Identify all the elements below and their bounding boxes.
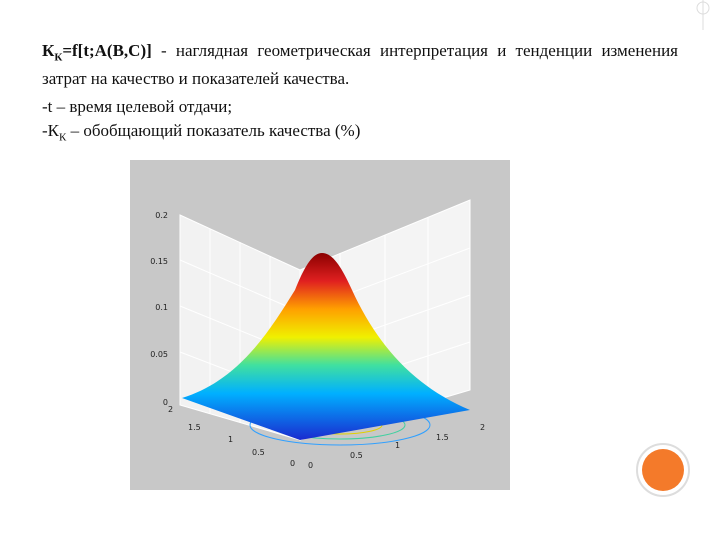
- left-tick-label: 1.5: [188, 423, 201, 432]
- heading-text: - наглядная геометрическая интерпретация…: [42, 41, 678, 89]
- right-tick-label: 2: [480, 423, 485, 432]
- symbol: К: [42, 41, 55, 60]
- z-tick-label: 0: [163, 398, 168, 407]
- heading: КК=f[t;A(B,C)] - наглядная геометрическа…: [42, 40, 678, 90]
- bullet-text: – обобщающий показатель качества (%): [66, 121, 361, 140]
- formula: =f[t;A(B,C)]: [62, 41, 152, 60]
- bullet: -t – время целевой отдачи;: [42, 96, 232, 118]
- left-tick-label: 2: [168, 405, 173, 414]
- bullet: -КК – обобщающий показатель качества (%): [42, 120, 360, 148]
- surface: [182, 253, 470, 440]
- z-tick-label: 0.2: [155, 211, 168, 220]
- z-tick-label: 0.15: [150, 257, 168, 266]
- left-tick-label: 0.5: [252, 448, 265, 457]
- z-tick-label: 0.1: [155, 303, 168, 312]
- z-tick-label: 0.05: [150, 350, 168, 359]
- decoration: [636, 0, 710, 497]
- right-tick-label: 1.5: [436, 433, 449, 442]
- bullet-prefix: -К: [42, 121, 59, 140]
- right-tick-label: 0.5: [350, 451, 363, 460]
- right-tick-label: 0: [308, 461, 313, 470]
- ticks: 0.2 0.15 0.1 0.05 0 2 1.5 1 0.5 0 0 0.5 …: [150, 211, 485, 470]
- left-tick-label: 0: [290, 459, 295, 468]
- left-tick-label: 1: [228, 435, 233, 444]
- symbol-sub: К: [54, 51, 63, 64]
- bullet-sub: К: [59, 131, 67, 144]
- bullet-text: -t – время целевой отдачи;: [42, 97, 233, 116]
- right-tick-label: 1: [395, 441, 400, 450]
